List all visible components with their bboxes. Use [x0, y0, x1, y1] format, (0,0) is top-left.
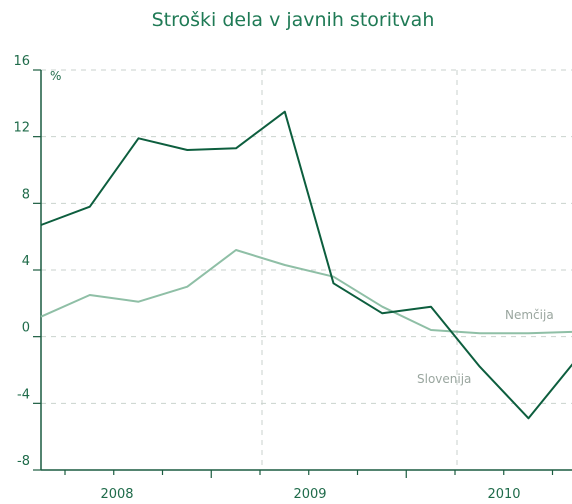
y-tick-label: 4 [22, 254, 30, 269]
y-tick-label: -8 [17, 454, 30, 469]
x-tick-label: 2008 [100, 487, 133, 502]
x-tick-label: 2010 [487, 487, 520, 502]
y-axis-unit-label: % [50, 69, 61, 83]
grid-lines [41, 69, 572, 470]
y-tick-label: 16 [13, 54, 30, 69]
series-label-slovenija: Slovenija [417, 372, 471, 386]
series-line-nemčija [40, 249, 572, 335]
x-tick-label: 2009 [293, 487, 326, 502]
axes [33, 69, 572, 478]
chart-title: Stroški dela v javnih storitvah [152, 9, 435, 31]
y-tick-label: 8 [22, 187, 30, 202]
series-line-slovenija [40, 110, 572, 420]
series-label-nemcija: Nemčija [505, 308, 554, 322]
labels: -8 -4 0 4 8 12 16 2008 2009 2010 Nemčija Slovenija [13, 54, 553, 502]
y-tick-label: 12 [13, 121, 30, 136]
series-lines [40, 110, 572, 420]
y-tick-label: -4 [17, 387, 30, 402]
y-tick-label: 0 [22, 321, 30, 336]
